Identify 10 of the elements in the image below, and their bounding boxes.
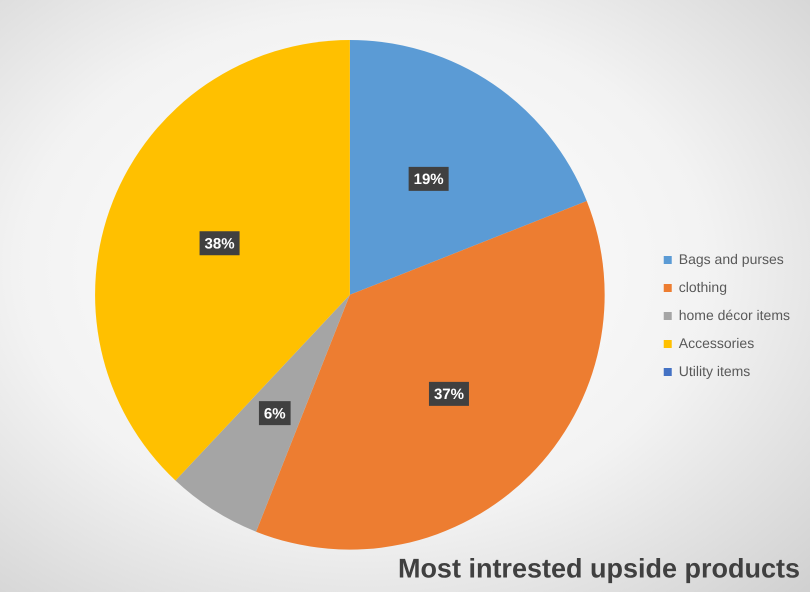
data-label: 38% [204,235,235,252]
legend-label: Utility items [678,362,750,379]
data-label: 19% [414,171,444,188]
legend-label: home décor items [678,306,790,323]
text: Most intrested upside products [398,553,800,584]
legend-label: clothing [678,278,727,295]
data-label: 37% [434,386,464,404]
legend-label: Bags and purses [678,250,784,267]
legend-label: Accessories [678,334,754,351]
data-label: 6% [264,405,286,422]
